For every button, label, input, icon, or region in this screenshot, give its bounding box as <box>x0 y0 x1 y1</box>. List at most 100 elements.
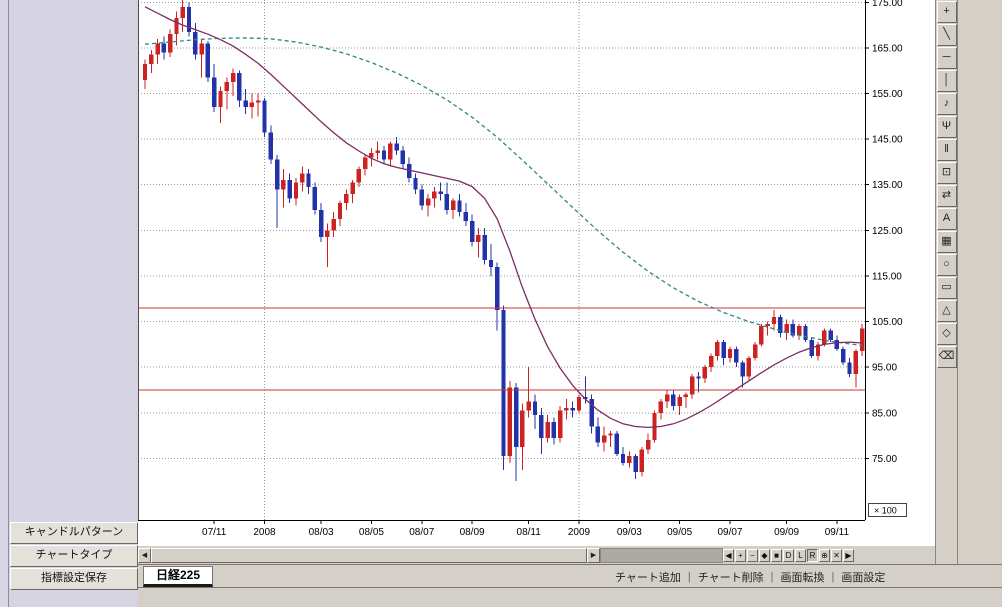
y-axis-label: 155.00 <box>872 89 903 100</box>
y-axis-label: 95.00 <box>872 363 897 374</box>
candle-body <box>727 348 733 359</box>
ellipse-tool[interactable]: ○ <box>936 254 957 276</box>
candle-body <box>551 421 557 438</box>
x-axis-label: 08/11 <box>517 527 542 538</box>
y-axis-label: 175.00 <box>872 0 903 9</box>
x-axis-label: 08/07 <box>409 527 434 538</box>
separator: | <box>770 571 774 583</box>
candle-body <box>633 456 638 473</box>
candle-body <box>256 100 261 103</box>
close-chart-button[interactable]: ✕ <box>831 549 842 562</box>
separator: | <box>687 571 691 583</box>
candle-body <box>381 150 387 160</box>
candle-body <box>513 387 519 448</box>
candle-body <box>576 396 582 411</box>
zoom-out-button[interactable]: − <box>747 549 758 562</box>
chart-canvas[interactable]: 175.00 165.00 155.00 145.00 135.00 125.00 115.… <box>138 0 935 546</box>
eraser-tool[interactable]: ◇ <box>936 323 957 345</box>
scrollbar-right-arrow[interactable]: ▶ <box>587 548 600 563</box>
candle-pattern-button[interactable]: キャンドルパターン <box>10 522 138 544</box>
button-l[interactable]: L <box>795 549 806 562</box>
candle-body <box>620 453 626 463</box>
candle-style-button[interactable]: ◆ <box>759 549 770 562</box>
drawing-toolbar: + ╲ ─ │ ♪ Ψ ‖ ⊡ ⇄ A ▦ ○ ▭ △ ◇ ⌫ <box>935 0 958 564</box>
candle-body <box>463 212 468 222</box>
candle-body <box>853 351 858 375</box>
screen-settings-action[interactable]: 画面設定 <box>841 572 886 584</box>
candle-body <box>425 198 431 206</box>
pitchfork-tool[interactable]: Ψ <box>936 116 957 138</box>
candle-body <box>432 191 437 199</box>
separator: | <box>831 571 835 583</box>
zoom-in-button[interactable]: + <box>735 549 746 562</box>
crosshair-tool[interactable]: + <box>936 1 957 23</box>
candle-body <box>570 408 575 411</box>
candle-body <box>683 394 689 397</box>
candle-body <box>167 34 173 53</box>
y-axis-label: 105.00 <box>872 317 903 328</box>
candle-body <box>419 189 424 206</box>
horizontal-line-tool[interactable]: ─ <box>936 47 957 69</box>
chart-type-button[interactable]: チャートタイプ <box>10 545 138 567</box>
candle-body <box>601 435 607 443</box>
page-start-button[interactable]: ◀ <box>723 549 734 562</box>
candle-body <box>149 54 154 64</box>
candle-body <box>671 394 676 406</box>
x-axis-label: 09/07 <box>717 527 742 538</box>
candle-body <box>822 330 827 345</box>
scrollbar-thumb[interactable] <box>151 548 587 563</box>
vertical-line-tool[interactable]: │ <box>936 70 957 92</box>
candle-body <box>828 330 833 340</box>
compare-tool[interactable]: ⇄ <box>936 185 957 207</box>
indicator-settings-save-button[interactable]: 指標設定保存 <box>10 568 138 590</box>
candle-body <box>658 401 663 413</box>
y-axis-label: 145.00 <box>872 135 903 146</box>
zoom-mode-button[interactable]: ⊕ <box>819 549 830 562</box>
x-axis-label: 2008 <box>253 527 276 538</box>
candle-body <box>557 410 563 438</box>
button-r[interactable]: R <box>807 549 818 562</box>
candle-body <box>784 323 789 333</box>
trendline-tool[interactable]: ╲ <box>936 24 957 46</box>
candle-body <box>281 180 286 190</box>
clear-all-tool[interactable]: ⌫ <box>936 346 957 368</box>
x-axis-label: 09/11 <box>825 527 850 538</box>
candle-body <box>438 191 443 194</box>
switch-screen-action[interactable]: 画面転換 <box>780 572 825 584</box>
alert-tool[interactable]: ♪ <box>936 93 957 115</box>
candle-body <box>532 401 538 416</box>
candle-body <box>230 72 236 83</box>
candle-body <box>790 323 796 336</box>
y-axis-label: 135.00 <box>872 180 903 191</box>
tab-nikkei225[interactable]: 日経225 <box>143 566 214 587</box>
grid-tool[interactable]: ▦ <box>936 231 957 253</box>
candle-body <box>356 168 362 183</box>
button-d[interactable]: D <box>783 549 794 562</box>
candle-body <box>375 150 380 153</box>
short-moving-average-line <box>144 6 863 429</box>
candle-body <box>677 396 682 406</box>
candle-body <box>840 348 846 363</box>
candlestick-pattern-tool[interactable]: ‖ <box>936 139 957 161</box>
candle-body <box>520 410 525 448</box>
scrollbar-left-arrow[interactable]: ◀ <box>138 548 151 563</box>
candle-body <box>495 266 500 311</box>
candle-body <box>350 182 355 194</box>
candle-body <box>318 209 324 238</box>
callout-tool[interactable]: ⊡ <box>936 162 957 184</box>
page-end-button[interactable]: ▶ <box>843 549 854 562</box>
candle-body <box>155 43 160 55</box>
unit-multiplier-box <box>868 503 907 517</box>
add-chart-action[interactable]: チャート追加 <box>615 572 681 584</box>
x-axis-label: 09/03 <box>617 527 642 538</box>
y-axis-label: 85.00 <box>872 408 897 419</box>
price-chart[interactable]: 175.00 165.00 155.00 145.00 135.00 125.00 115.… <box>138 0 935 546</box>
rectangle-tool[interactable]: ▭ <box>936 277 957 299</box>
delete-chart-action[interactable]: チャート削除 <box>697 572 764 584</box>
horizontal-scrollbar[interactable]: ◀ ▶ <box>138 548 723 563</box>
scrollbar-track[interactable] <box>600 548 723 563</box>
text-tool[interactable]: A <box>936 208 957 230</box>
bar-style-button[interactable]: ■ <box>771 549 782 562</box>
triangle-tool[interactable]: △ <box>936 300 957 322</box>
candle-body <box>702 367 708 379</box>
